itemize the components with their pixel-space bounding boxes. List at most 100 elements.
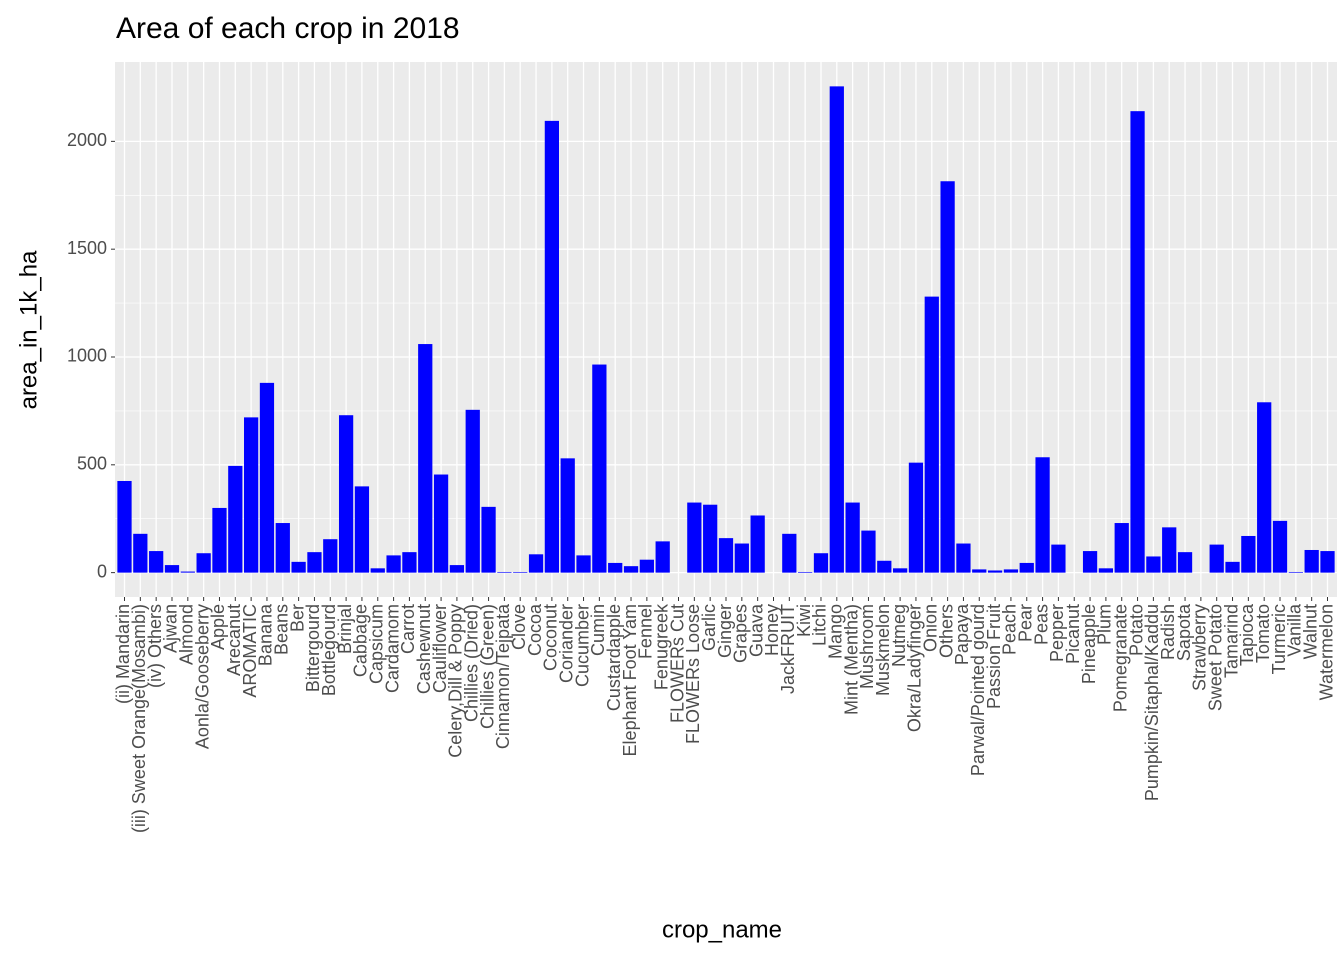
x-tick-label: Mango (826, 604, 846, 659)
bar (687, 502, 702, 573)
bar (972, 569, 987, 573)
x-tick-label: Sweet Potato (1205, 604, 1225, 711)
bar (433, 474, 449, 573)
bar (1241, 535, 1256, 573)
bar (133, 533, 148, 573)
bar (1114, 523, 1129, 573)
x-tick-label: Tomato (1253, 604, 1273, 663)
x-tick-label: Tapioca (1237, 603, 1257, 666)
bar (1225, 561, 1240, 573)
bar (560, 458, 575, 573)
bar (703, 504, 718, 573)
bar (259, 382, 275, 573)
bar (180, 571, 195, 573)
bar (956, 543, 971, 573)
x-tick-label: Turmeric (1269, 604, 1289, 674)
bar (338, 415, 354, 573)
bar (275, 523, 290, 573)
x-tick-label: Capsicum (367, 604, 387, 684)
bar (1209, 544, 1224, 573)
x-tick-label: FLOWERs Loose (683, 604, 703, 744)
x-tick-label: Arecanut (224, 604, 244, 676)
bar (228, 465, 243, 573)
x-tick-label: Ginger (715, 604, 735, 658)
x-tick-label: Passion Fruit (984, 604, 1004, 709)
x-tick-label: Honey (762, 604, 782, 656)
bar (1162, 527, 1177, 573)
x-tick-label: Parwal/Pointed gourd (968, 604, 988, 776)
bar (528, 554, 544, 573)
bar (734, 543, 749, 573)
bar (1304, 549, 1319, 573)
bar (718, 538, 734, 573)
bar (924, 296, 939, 573)
x-axis-label: crop_name (662, 916, 782, 943)
x-tick-label: Custardapple (604, 604, 624, 711)
x-tick-label: Cardamom (382, 604, 402, 693)
y-axis-label: area_in_1k_ha (15, 250, 42, 409)
bar (1146, 556, 1161, 573)
x-tick-label: Cauliflower (430, 604, 450, 693)
x-tick-label: Cashewnut (414, 604, 434, 694)
x-tick-label: Fennel (636, 604, 656, 659)
x-tick-label: Coconut (541, 604, 561, 671)
x-tick-label: Watermelon (1316, 604, 1336, 700)
bar (449, 565, 465, 573)
x-tick-label: Ajwan (161, 604, 181, 653)
bar (1257, 402, 1272, 573)
bar (481, 506, 496, 573)
x-tick-label: Mint (Mentha) (841, 604, 861, 715)
x-tick-label: Cabbage (351, 604, 371, 677)
x-tick-label: Cumin (588, 604, 608, 656)
bar (1288, 571, 1303, 573)
bar (1320, 551, 1335, 573)
bar (750, 515, 765, 573)
x-tick-label: Picanut (1063, 604, 1083, 664)
x-tick-label: Kiwi (794, 604, 814, 637)
bar (813, 553, 829, 573)
bar (1272, 520, 1288, 573)
x-tick-label: (iii) Sweet Orange(Mosambi) (129, 604, 149, 833)
x-tick-label: Pineapple (1079, 604, 1099, 684)
bar (465, 409, 480, 573)
bar (1130, 111, 1145, 573)
bar (196, 553, 211, 573)
x-tick-label: Cucumber (572, 604, 592, 687)
x-tick-label: Pumpkin/Sitaphal/Kaddu (1142, 604, 1162, 801)
bar (307, 552, 322, 573)
bar (1003, 569, 1019, 573)
x-tick-label: Aonla/Gooseberry (192, 604, 212, 749)
x-tick-label: Beans (272, 604, 292, 655)
x-tick-label: Peas (1031, 604, 1051, 645)
bar (877, 560, 892, 573)
x-tick-label: Radish (1158, 604, 1178, 660)
x-tick-label: Chillies (Dried) (461, 604, 481, 722)
chart-title: Area of each crop in 2018 (116, 12, 460, 45)
bar (164, 565, 180, 573)
x-tick-label: Pepper (1047, 604, 1067, 662)
x-tick-label: Almond (177, 604, 197, 665)
x-tick-label: Fenugreek (651, 603, 671, 690)
x-tick-label: Ber (287, 604, 307, 632)
bar (576, 555, 591, 573)
bar (655, 541, 670, 573)
x-tick-label: Guava (746, 603, 766, 657)
bar (497, 571, 512, 573)
x-tick-label: Okra/Ladyfinger (905, 604, 925, 732)
bar (908, 462, 924, 573)
y-tick-label: 1500 (67, 238, 107, 258)
x-tick-label: Onion (921, 604, 941, 652)
bar (639, 559, 654, 573)
x-tick-label: Muskmelon (873, 604, 893, 696)
x-tick-label: Apple (208, 604, 228, 650)
x-tick-label: Clove (509, 604, 529, 650)
bar (370, 568, 385, 573)
bar (845, 502, 860, 573)
bar (829, 86, 844, 573)
bar (244, 417, 259, 573)
x-tick-label: Mushroom (857, 604, 877, 689)
x-tick-label: Pomegranate (1110, 604, 1130, 712)
bar (1177, 552, 1193, 573)
bar (354, 486, 370, 573)
x-tick-label: Sapota (1174, 603, 1194, 661)
